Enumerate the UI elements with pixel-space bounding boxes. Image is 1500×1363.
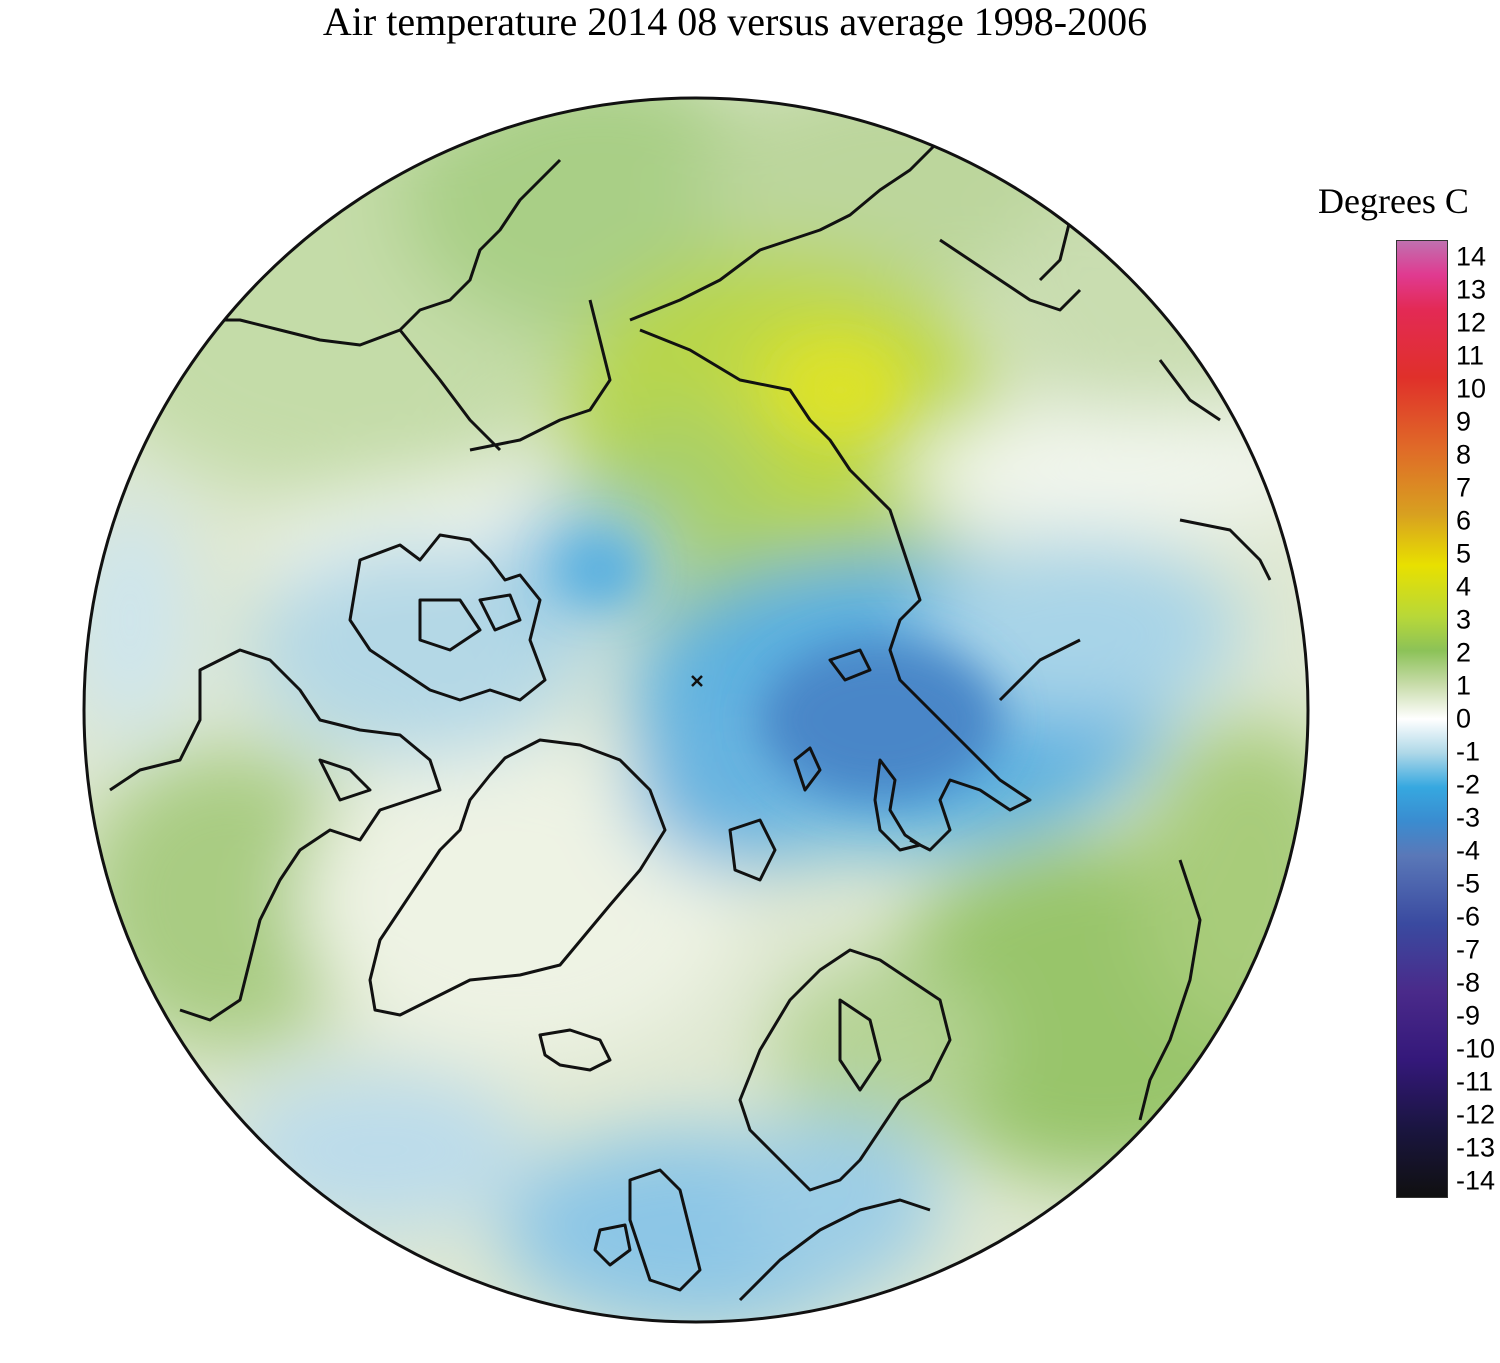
scandinavia-coastline [738, 948, 952, 1192]
colorbar-tick-label: -8 [1456, 967, 1481, 998]
colorbar-tick-label: -2 [1456, 769, 1481, 800]
colorbar-tick-label: 6 [1456, 505, 1472, 536]
colorbar-tick-label: -11 [1456, 1066, 1494, 1097]
colorbar-tick-label: -7 [1456, 934, 1481, 965]
map-boundary-circle [82, 96, 1310, 1324]
colorbar-ticks: 14 13 12 11 10 9 8 7 6 5 4 3 2 1 0 -1 -2 -3 -4 -5 -6 -7 -8 -9 -1… [1456, 240, 1500, 1198]
colorbar [1396, 240, 1448, 1198]
colorbar-tick-label: 3 [1456, 604, 1472, 635]
colorbar-tick-label: -3 [1456, 802, 1481, 833]
colorbar-tick-label: -12 [1456, 1099, 1496, 1130]
colorbar-tick-label: 8 [1456, 439, 1472, 470]
colorbar-tick-label: -10 [1456, 1033, 1496, 1064]
colorbar-tick-label: 4 [1456, 571, 1472, 602]
colorbar-tick-label: 12 [1456, 307, 1487, 338]
british-isles-coastline [628, 1168, 702, 1292]
colorbar-tick-label: -9 [1456, 1000, 1481, 1031]
polar-temperature-map [82, 96, 1310, 1324]
colorbar-tick-label: 5 [1456, 538, 1472, 569]
colorbar-tick-label: 14 [1456, 241, 1487, 272]
coastlines [109, 138, 1272, 1302]
colorbar-tick-label: -5 [1456, 868, 1481, 899]
colorbar-tick-label: 7 [1456, 472, 1472, 503]
colorbar-tick-label: 2 [1456, 637, 1472, 668]
north-pole-marker [691, 675, 703, 687]
colorbar-tick-label: 9 [1456, 406, 1472, 437]
temperature-field [84, 98, 1308, 1322]
colorbar-tick-label: 1 [1456, 670, 1472, 701]
siberia-coastline [629, 138, 942, 322]
colorbar-tick-label: -13 [1456, 1132, 1496, 1163]
alaska-coastline [200, 158, 562, 347]
colorbar-tick-label: 0 [1456, 703, 1472, 734]
map-title: Air temperature 2014 08 versus average 1… [322, 0, 1148, 44]
colorbar-tick-label: -6 [1456, 901, 1481, 932]
canadian-archipelago-coastline [348, 533, 547, 702]
greenland-coastline [368, 738, 667, 1017]
colorbar-tick-label: 10 [1456, 373, 1487, 404]
colorbar-tick-label: -4 [1456, 835, 1481, 866]
colorbar-tick-label: 13 [1456, 274, 1487, 305]
colorbar-tick-label: -1 [1456, 736, 1481, 767]
colorbar-tick-label: -14 [1456, 1165, 1496, 1196]
iceland-coastline [538, 1028, 612, 1072]
legend-title: Degrees C [1318, 181, 1469, 221]
north-america-coastline [109, 648, 442, 1022]
colorbar-tick-label: 11 [1456, 340, 1485, 371]
